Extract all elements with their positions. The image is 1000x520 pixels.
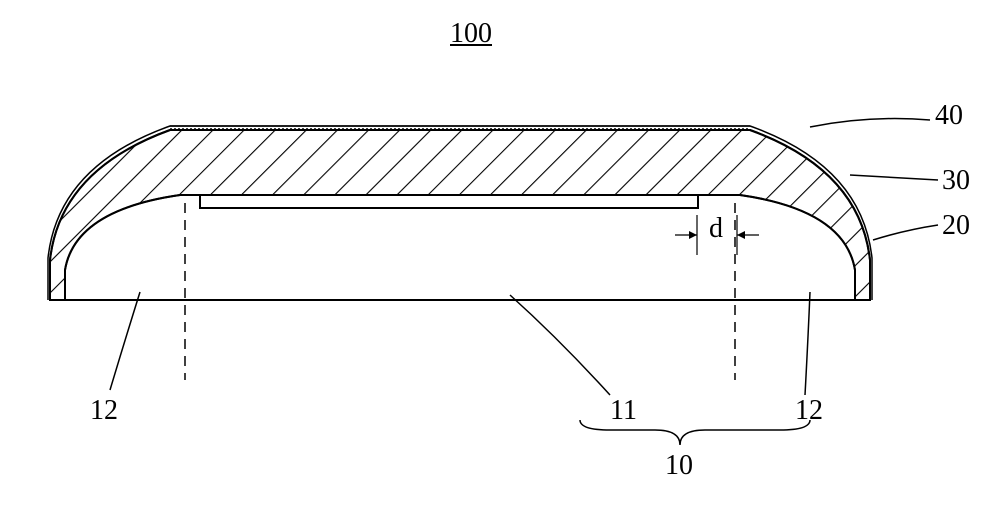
label-30: 30 [942,165,970,197]
leader-20 [873,225,938,240]
label-12-right: 12 [795,395,823,427]
label-20: 20 [942,210,970,242]
leader-30 [850,175,938,180]
label-d: d [709,213,723,245]
leader-12-right [805,292,810,395]
label-10: 10 [665,450,693,482]
cross-section-svg [0,0,1000,520]
leader-11 [510,295,610,395]
label-12-left: 12 [90,395,118,427]
technical-diagram: 100 40 30 20 d 12 11 12 10 [0,0,1000,520]
figure-number: 100 [450,18,492,50]
leader-12-left [110,292,140,390]
layer-40-surface [170,126,750,129]
layer-30-hatched [50,130,870,300]
label-40: 40 [935,100,963,132]
leader-40 [810,119,930,127]
label-11: 11 [610,395,637,427]
